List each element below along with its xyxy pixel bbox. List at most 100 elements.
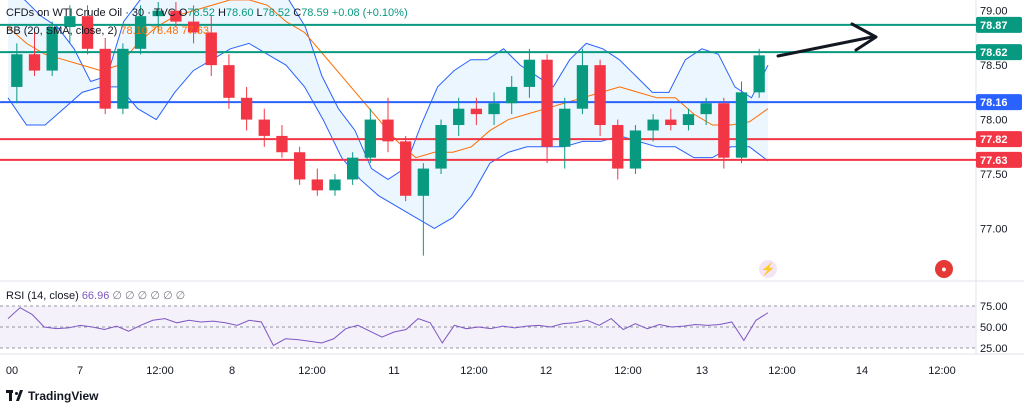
- time-axis-label: 12:00: [928, 365, 956, 377]
- candle-body: [134, 16, 147, 49]
- change-value: +0.08 (+0.10%): [331, 7, 408, 19]
- open-label: O: [178, 7, 188, 19]
- annotation-arrow-head: [850, 22, 878, 52]
- candle-body: [541, 59, 553, 147]
- time-axis-label: 7: [77, 365, 83, 377]
- rsi-label[interactable]: RSI (14, close): [6, 290, 79, 302]
- price-axis-label: 77.50: [980, 169, 1008, 181]
- candle-body: [523, 59, 536, 87]
- price-axis-label: 78.00: [980, 115, 1008, 127]
- time-axis-label: 8: [229, 365, 235, 377]
- symbol-legend: CFDs on WTI Crude Oil · 30 · TVC O78.52 …: [6, 7, 408, 19]
- candle-body: [99, 48, 111, 109]
- rsi-axis-label: 75.00: [980, 301, 1008, 313]
- bb-fill: [8, 0, 768, 229]
- time-axis-label: 12:00: [146, 365, 174, 377]
- bb-lower-line: [7, 42, 769, 230]
- brand-name: TradingView: [28, 389, 99, 403]
- candle-body: [258, 119, 270, 136]
- candle-body: [276, 135, 288, 153]
- candle-body: [205, 32, 217, 66]
- close-value: 78.59: [301, 7, 329, 19]
- candle-body: [223, 65, 235, 98]
- candle-body: [293, 152, 306, 180]
- rsi-value: 66.96: [81, 290, 110, 302]
- low-label: L: [256, 7, 263, 19]
- candle-body: [382, 119, 394, 142]
- price-level-tag-label: 77.63: [980, 155, 1008, 167]
- time-axis-label: 12:00: [298, 365, 326, 377]
- candle-body: [329, 179, 341, 191]
- time-axis-label: 14: [856, 365, 868, 377]
- candle-body: [364, 119, 376, 158]
- candle-body: [28, 54, 41, 71]
- price-level-tag-label: 77.82: [980, 134, 1008, 146]
- candle-body: [647, 119, 659, 131]
- low-value: 78.52: [262, 7, 291, 19]
- candle-body: [506, 86, 518, 104]
- candle-body: [346, 157, 359, 180]
- candle-body: [612, 125, 624, 169]
- candle-body: [435, 125, 447, 169]
- price-level-tag: [976, 94, 1022, 111]
- price-level-tag-label: 78.62: [980, 47, 1008, 59]
- rsi-axis-label: 25.00: [980, 343, 1008, 355]
- candle-body: [576, 65, 589, 109]
- us-flag-icon[interactable]: ●: [935, 260, 953, 278]
- open-value: 78.52: [187, 7, 215, 19]
- candle-body: [46, 27, 58, 71]
- bb-legend: BB (20, SMA, close, 2) 78.10 78.48 77.63: [6, 25, 209, 37]
- price-level-tag-label: 78.16: [980, 97, 1008, 109]
- candle-body: [753, 55, 765, 93]
- candle-body: [594, 65, 606, 126]
- price-axis-label: 78.50: [980, 60, 1008, 72]
- candle-body: [240, 97, 253, 120]
- price-axis-label: 79.00: [980, 6, 1008, 18]
- time-axis-label: 11: [388, 365, 399, 377]
- high-value: 78.60: [225, 7, 254, 19]
- source-label: TVC: [153, 7, 176, 19]
- rsi-line: [7, 307, 769, 347]
- candle-body: [400, 141, 412, 196]
- candle-body: [700, 103, 712, 115]
- bb-values: 78.10 78.48 77.63: [120, 25, 210, 37]
- time-axis-label: 12:00: [614, 365, 642, 377]
- time-axis-label: 12:00: [460, 365, 488, 377]
- price-level-tag: [976, 131, 1022, 148]
- candle-body: [470, 108, 483, 115]
- high-label: H: [217, 7, 226, 19]
- rsi-legend: RSI (14, close) 66.96 ∅ ∅ ∅ ∅ ∅ ∅: [6, 289, 185, 302]
- time-axis-label: 12: [540, 365, 552, 377]
- lightning-icon[interactable]: ⚡: [759, 260, 777, 278]
- time-axis-label: 00: [6, 365, 18, 377]
- candle-body: [559, 108, 571, 147]
- bb-upper-line: [24, 0, 769, 181]
- candle-body: [453, 108, 465, 126]
- price-level-tag: [976, 151, 1022, 168]
- candle-body: [488, 103, 500, 115]
- interval-label: 30: [131, 7, 145, 19]
- time-axis-label: 12:00: [768, 365, 796, 377]
- candle-body: [152, 10, 164, 17]
- close-label: C: [293, 7, 302, 19]
- rsi-extra: ∅ ∅ ∅ ∅ ∅ ∅: [112, 290, 186, 302]
- candle-body: [170, 10, 182, 22]
- candle-body: [682, 114, 695, 126]
- time-axis-label: 13: [696, 365, 708, 377]
- candle-body: [629, 130, 642, 169]
- candle-body: [81, 16, 94, 49]
- candle-body: [718, 103, 730, 158]
- candle-body: [117, 48, 129, 109]
- candle-body: [187, 21, 200, 33]
- price-level-tag-label: 78.87: [980, 20, 1008, 32]
- annotation-arrow-shaft: [776, 35, 874, 58]
- candle-body: [735, 92, 748, 158]
- candle-body: [11, 54, 23, 87]
- tradingview-logo[interactable]: TradingView: [6, 389, 98, 403]
- candle-body: [311, 179, 323, 191]
- candle-body: [417, 168, 430, 196]
- price-level-tag: [976, 16, 1022, 33]
- bb-label[interactable]: BB (20, SMA, close, 2): [6, 25, 118, 37]
- symbol-name[interactable]: CFDs on WTI Crude Oil: [6, 7, 123, 19]
